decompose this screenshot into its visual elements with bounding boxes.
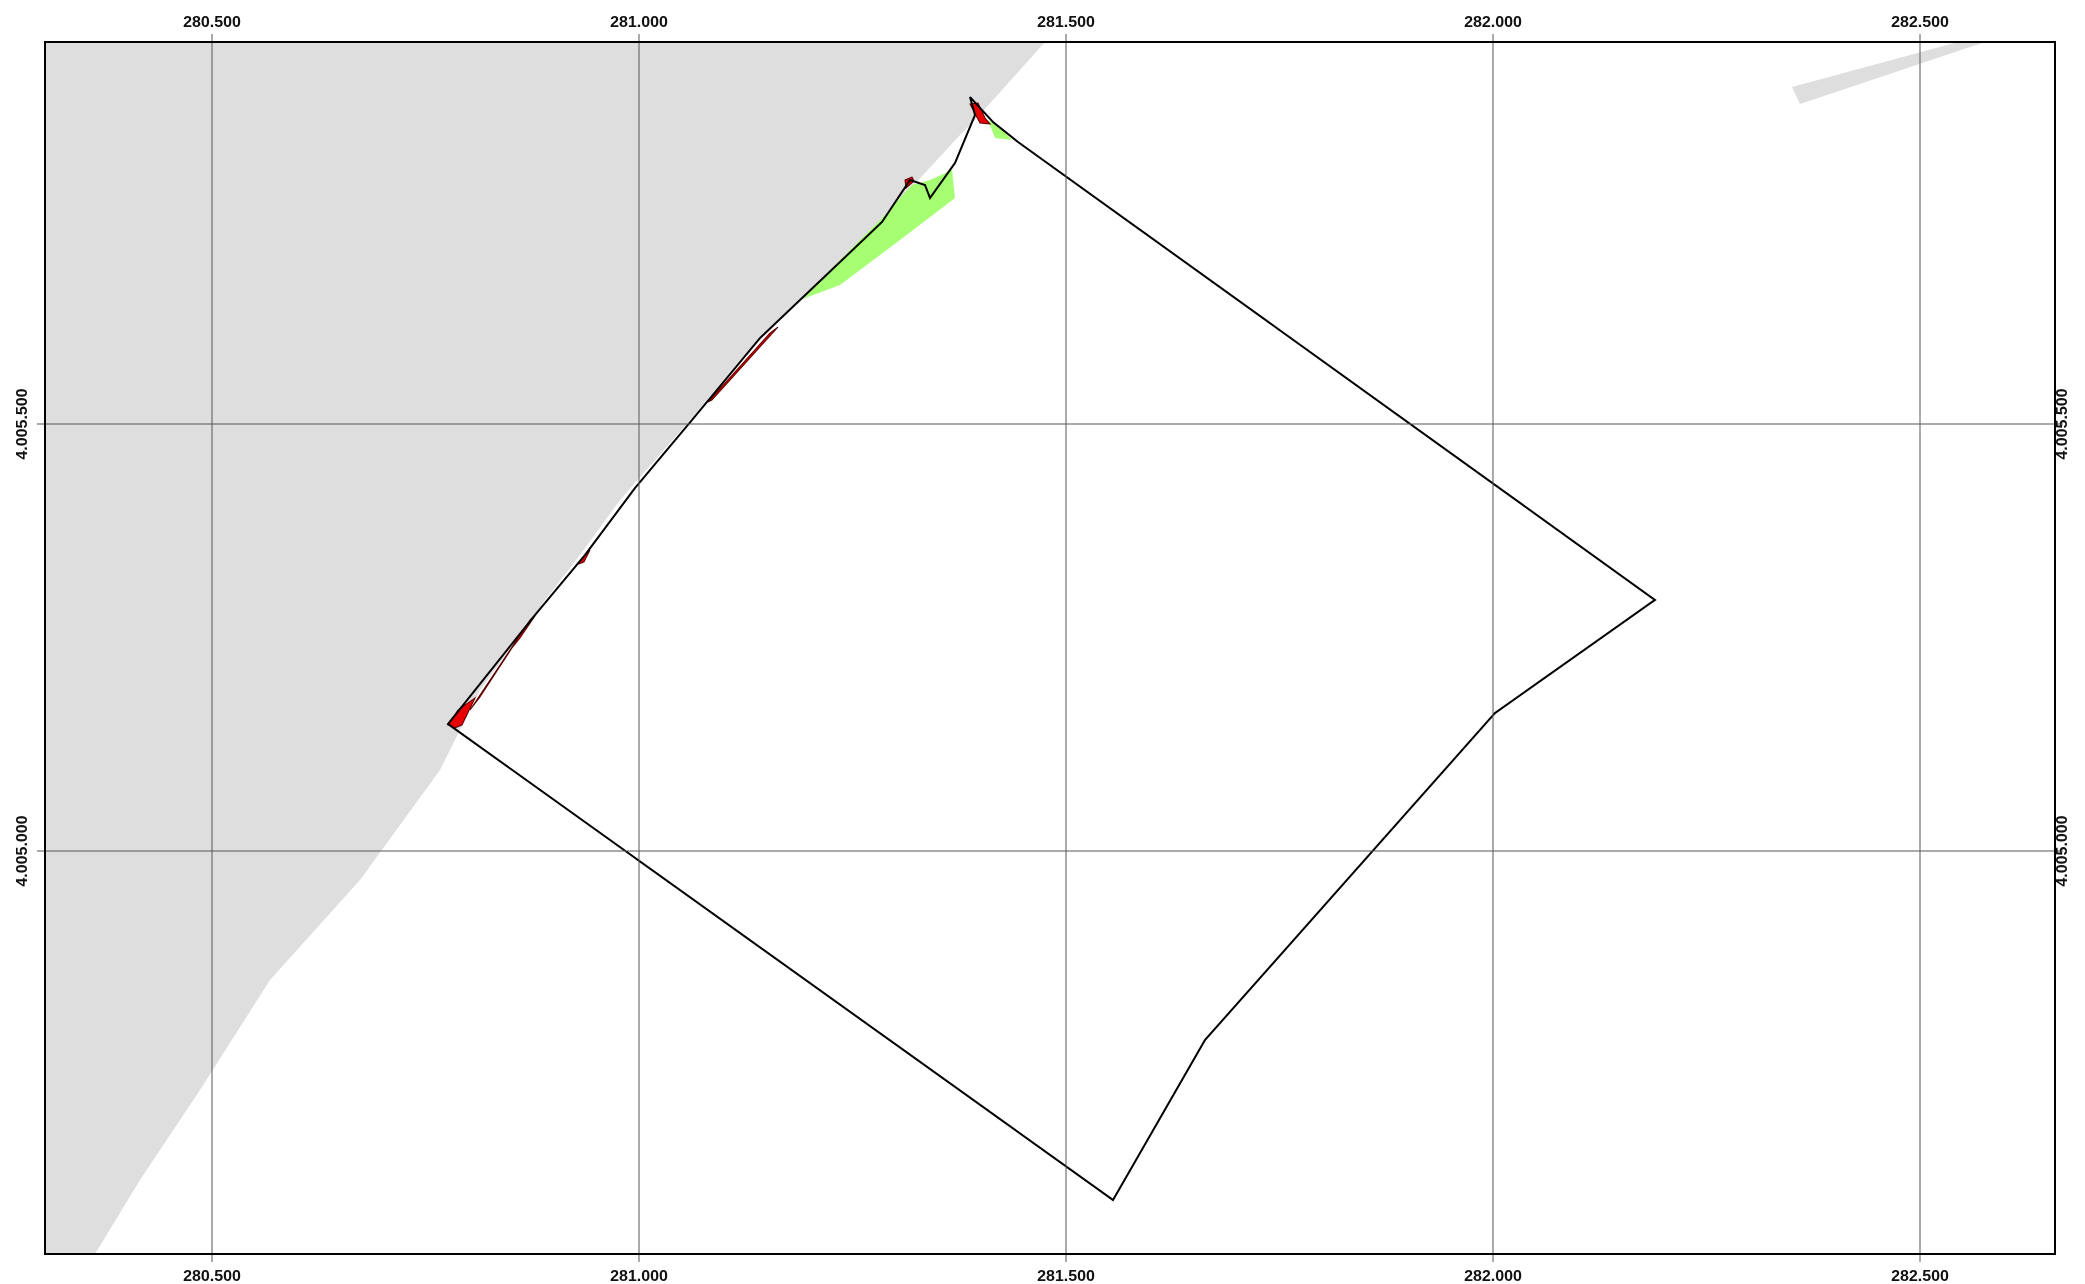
x-tick-label-bottom: 280.500	[183, 1268, 241, 1284]
x-tick-label-top: 282.500	[1891, 14, 1949, 31]
y-tick-label-right: 4.005.000	[2054, 815, 2071, 886]
x-tick-label-bottom: 282.000	[1464, 1268, 1522, 1284]
y-tick-label-right: 4.005.500	[2054, 388, 2071, 459]
road-segment	[1792, 42, 1985, 104]
y-tick-labels-right: 4.005.500 4.005.000	[2054, 388, 2071, 886]
y-tick-labels-left: 4.005.500 4.005.000	[14, 388, 31, 886]
x-tick-labels-top: 280.500 281.000 281.500 282.000 282.500	[183, 14, 1949, 31]
erosion-area	[469, 612, 538, 711]
x-tick-label-bottom: 281.000	[610, 1268, 668, 1284]
accretion-area	[988, 120, 1012, 140]
land-area	[45, 42, 1045, 1254]
graticule	[37, 34, 2063, 1262]
y-tick-label-left: 4.005.500	[14, 388, 31, 459]
map-frame	[44, 41, 2056, 1255]
x-tick-label-top: 280.500	[183, 14, 241, 31]
x-tick-labels-bottom: 280.500 281.000 281.500 282.000 282.500	[183, 1268, 1949, 1284]
x-tick-label-top: 281.500	[1037, 14, 1095, 31]
accretion-area	[800, 170, 955, 300]
x-tick-label-bottom: 282.500	[1891, 1268, 1949, 1284]
erosion-area	[707, 326, 779, 403]
y-tick-label-left: 4.005.000	[14, 815, 31, 886]
x-tick-label-top: 282.000	[1464, 14, 1522, 31]
x-tick-label-bottom: 281.500	[1037, 1268, 1095, 1284]
x-tick-label-top: 281.000	[610, 14, 668, 31]
study-area-boundary[interactable]	[446, 96, 1657, 1202]
